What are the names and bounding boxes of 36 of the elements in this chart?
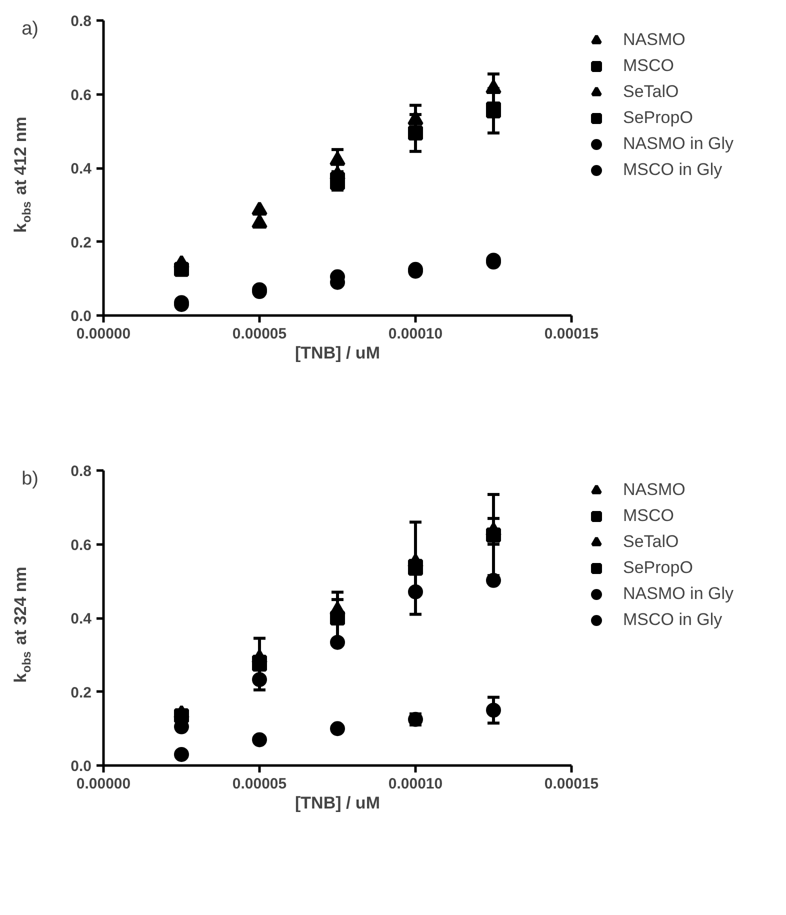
x-axis-title: [TNB] / uM <box>295 794 380 812</box>
y-tick-label: 0.2 <box>70 234 92 252</box>
chart-title: b) <box>22 468 39 490</box>
legend-label: SeTalO <box>623 82 679 102</box>
legend-label: SeTalO <box>623 532 679 552</box>
x-tick-label: 0.00000 <box>76 776 131 792</box>
legend-label: MSCO <box>623 56 674 76</box>
legend-label: NASMO <box>623 30 686 50</box>
legend-label: NASMO in Gly <box>623 134 734 154</box>
y-tick-label: 0.6 <box>70 86 92 104</box>
legend-label: NASMO in Gly <box>623 584 734 604</box>
x-tick-label: 0.00005 <box>232 326 287 342</box>
x-tick-label: 0.00000 <box>76 326 131 342</box>
y-tick-label: 0.8 <box>70 13 92 30</box>
y-tick-label: 0.4 <box>70 610 92 628</box>
legend-label: MSCO <box>623 506 674 526</box>
legend-label: SePropO <box>623 558 693 578</box>
y-tick-label: 0.4 <box>70 160 92 178</box>
y-tick-label: 0.6 <box>70 536 92 554</box>
legend-label: SePropO <box>623 108 693 128</box>
x-tick-label: 0.00005 <box>232 776 287 792</box>
x-tick-label: 0.00015 <box>544 776 599 792</box>
y-tick-label: 0.0 <box>70 758 92 775</box>
x-tick-label: 0.00010 <box>388 326 443 342</box>
y-axis-title: kobs at 412 nm <box>11 116 34 233</box>
x-axis-title: [TNB] / uM <box>295 344 380 362</box>
x-tick-label: 0.00015 <box>544 326 599 342</box>
y-tick-label: 0.0 <box>70 308 92 325</box>
y-axis-title: kobs at 324 nm <box>11 566 34 683</box>
legend-label: MSCO in Gly <box>623 610 722 630</box>
legend-label: NASMO <box>623 480 686 500</box>
y-tick-label: 0.8 <box>70 463 92 480</box>
legend-label: MSCO in Gly <box>623 160 722 180</box>
y-tick-label: 0.2 <box>70 684 92 702</box>
chart-title: a) <box>22 18 39 40</box>
x-tick-label: 0.00010 <box>388 776 443 792</box>
